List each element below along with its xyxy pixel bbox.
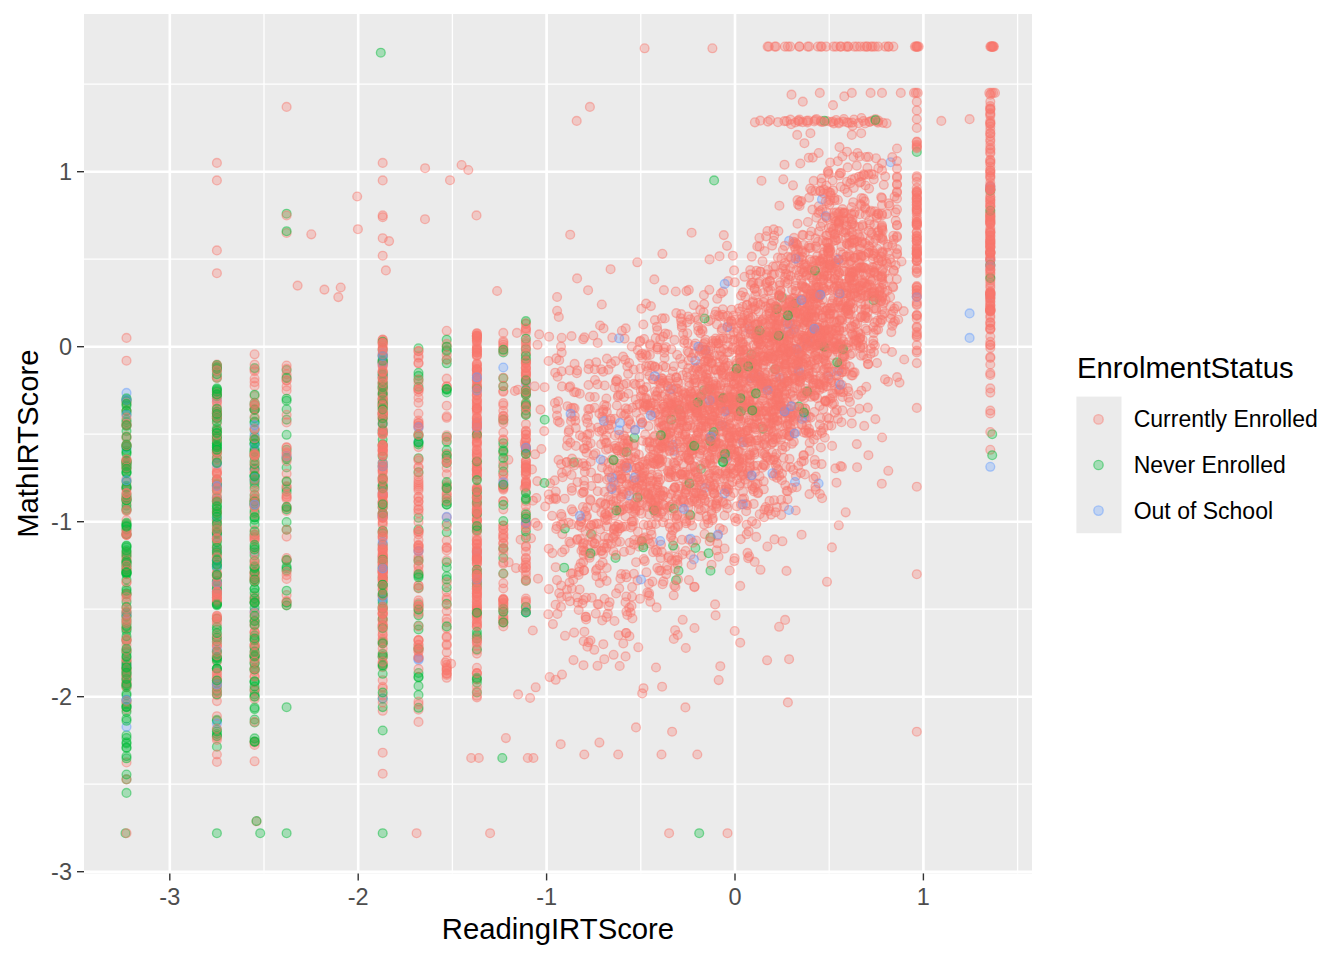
svg-text:EnrolmentStatus: EnrolmentStatus (1077, 351, 1294, 384)
svg-text:0: 0 (59, 334, 72, 360)
svg-text:1: 1 (917, 884, 930, 910)
svg-text:-1: -1 (51, 509, 72, 535)
svg-text:-3: -3 (159, 884, 180, 910)
svg-text:-2: -2 (51, 684, 72, 710)
svg-text:Never Enrolled: Never Enrolled (1134, 452, 1286, 478)
svg-text:1: 1 (59, 159, 72, 185)
svg-text:-2: -2 (348, 884, 369, 910)
svg-text:MathIRTScore: MathIRTScore (11, 350, 44, 538)
svg-text:Currently Enrolled: Currently Enrolled (1134, 406, 1318, 432)
svg-text:ReadingIRTScore: ReadingIRTScore (442, 912, 674, 945)
svg-text:Out of School: Out of School (1134, 498, 1273, 524)
svg-text:0: 0 (728, 884, 741, 910)
svg-text:-1: -1 (536, 884, 557, 910)
svg-text:-3: -3 (51, 859, 72, 885)
